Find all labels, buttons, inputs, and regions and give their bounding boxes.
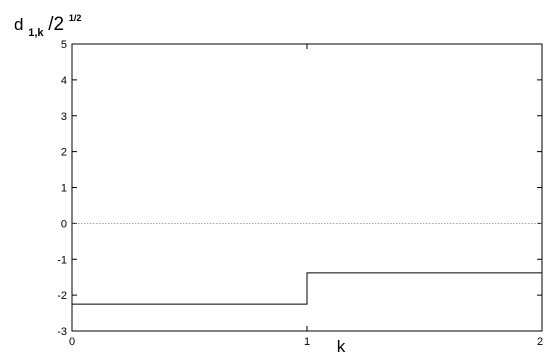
y-axis-label-divisor: /2 — [48, 14, 64, 35]
x-tick-label: 0 — [69, 336, 75, 348]
plot-area-frame — [71, 43, 543, 332]
x-tick-label: 2 — [537, 336, 543, 348]
x-axis-label: k — [337, 337, 346, 356]
y-axis-label: d 1,k /2 1/2 — [14, 13, 81, 40]
y-tick-label: 2 — [61, 147, 67, 159]
y-tick-label: -2 — [57, 290, 67, 302]
series-line-step — [72, 272, 542, 305]
y-tick-label: 1 — [61, 183, 67, 195]
y-axis-label-superscript: 1/2 — [69, 13, 82, 23]
y-tick-label: -1 — [57, 254, 67, 266]
x-axis-ticks: 0 1 2 — [69, 44, 543, 348]
x-tick-label: 1 — [304, 336, 310, 348]
y-tick-label: 4 — [61, 75, 67, 87]
y-axis-ticks: -3 -2 -1 0 1 2 3 4 5 — [57, 39, 542, 338]
y-tick-label: 5 — [61, 39, 67, 51]
y-tick-label: 0 — [61, 218, 67, 230]
y-tick-label: -3 — [57, 326, 67, 338]
y-tick-label: 3 — [61, 111, 67, 123]
y-axis-label-main: d — [14, 15, 23, 34]
y-axis-label-subscript: 1,k — [28, 27, 44, 39]
